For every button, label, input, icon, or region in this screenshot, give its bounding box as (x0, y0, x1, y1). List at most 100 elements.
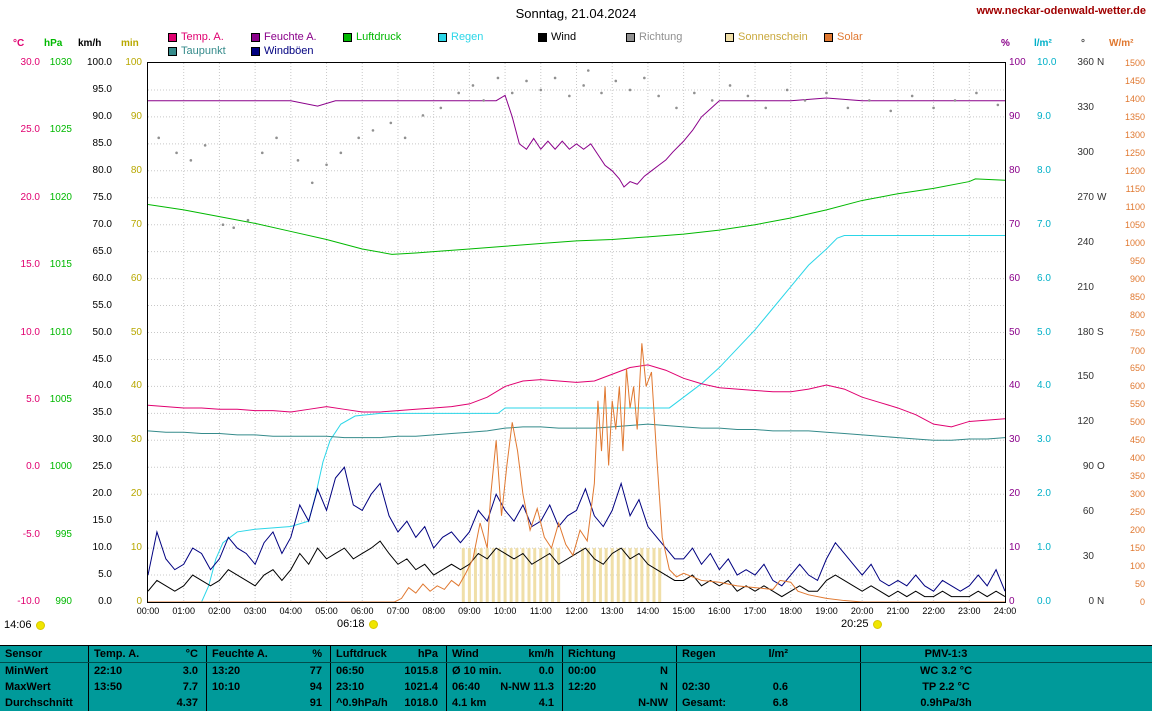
x-tick-label: 07:00 (386, 606, 410, 616)
x-tick-label: 12:00 (565, 606, 588, 616)
axis-header-wm2: W/m² (1109, 38, 1134, 49)
tick-label: 2.0 (1037, 488, 1051, 500)
tick-label: 50 (1009, 326, 1021, 338)
x-tick-label: 11:00 (529, 606, 552, 616)
row-label: Durchschnitt (5, 697, 73, 709)
x-tick-label: 10:00 (493, 606, 517, 616)
legend-item-sonnenschein: Sonnenschein (725, 31, 824, 43)
header-regen: Regen l/m² (676, 646, 860, 662)
t-deg: 360 N 330 300 270 W 240 210 180 S 150 120 90 O 60 30 0 N (1070, 58, 1110, 607)
tick-label: 1450 (1124, 76, 1145, 86)
tick-label: 15.0 (20, 259, 40, 271)
x-labels: 00:00 01:00 02:00 03:00 04:00 05:00 06:00 07:00… (137, 606, 1028, 618)
tick-label: 100 (1129, 561, 1145, 572)
tick-label: 50 (1134, 579, 1145, 589)
tick-label: 40 (1009, 380, 1021, 392)
tick-label: 70.0 (92, 218, 112, 230)
x-tick-label: 02:00 (208, 606, 231, 616)
tick-label: 30 (1009, 434, 1021, 446)
t-hpa: 1030 1025 1020 1015 1010 1005 1000 995 990 (42, 58, 72, 607)
tick-label: -5.0 (22, 528, 40, 540)
t-lm2: 10.0 9.0 8.0 7.0 6.0 5.0 4.0 3.0 2.0 1.0 0.0 (1037, 58, 1067, 607)
tick-label: 90 (1009, 110, 1021, 122)
sunrise-marker: 06:18 (337, 618, 378, 630)
tick-label: 1025 (49, 124, 72, 136)
x-tick-label: 21:00 (886, 606, 910, 616)
table-row-maxwert: MaxWert 13:50 7.7 10:10 94 23:10 1021.4 06:… (0, 679, 1152, 695)
tick-label: 700 (1129, 345, 1145, 356)
tick-label: 1200 (1124, 165, 1145, 176)
legend-label: Luftdruck (356, 31, 402, 43)
tick-label: 400 (1129, 453, 1145, 464)
plot-svg (148, 63, 1005, 602)
tick-label: 20.0 (20, 191, 40, 203)
tick-label: 55.0 (92, 299, 112, 311)
tick-label: 6.0 (1037, 272, 1051, 284)
tick-label: 20 (1009, 488, 1021, 500)
tick-label: 90.0 (92, 110, 112, 122)
tick-label: 450 (1129, 435, 1145, 446)
tick-label: 550 (1129, 399, 1145, 410)
tick-label: 1050 (1124, 219, 1145, 230)
header-richtung: Richtung (562, 646, 676, 662)
tick-label: 90 (130, 110, 142, 122)
legend-swatch (168, 46, 177, 56)
chart-plot-area (147, 62, 1006, 603)
tick-label: 1000 (49, 461, 72, 473)
tick-label: 360 N (1077, 57, 1105, 68)
tick-label: 150 (1129, 543, 1145, 554)
legend-swatch (626, 32, 635, 42)
legend-swatch (824, 32, 833, 42)
tick-label: -10.0 (17, 596, 40, 607)
tick-label: 45.0 (92, 353, 112, 365)
tick-label: 1400 (1124, 93, 1145, 104)
current-time-label: 14:06 (4, 619, 32, 631)
tick-label: 0.0 (1037, 596, 1051, 607)
tick-label: 1030 (49, 57, 72, 68)
axis-header-temp: °C (13, 38, 25, 49)
tick-label: 350 (1129, 471, 1145, 482)
tick-label: 0 (1139, 597, 1145, 607)
legend-swatch (538, 32, 547, 42)
tick-label: 330 (1077, 101, 1094, 113)
x-tick-label: 15:00 (672, 606, 695, 616)
tick-label: 30 (1082, 551, 1094, 563)
tick-label: 10 (1009, 542, 1021, 554)
legend-label: Taupunkt (181, 45, 226, 57)
current-time-marker: 14:06 (4, 619, 45, 631)
tick-label: 80 (1009, 164, 1021, 176)
legend-label: Temp. A. (181, 31, 224, 43)
legend-swatch (251, 46, 260, 56)
tick-label: 5.0 (26, 393, 40, 405)
tick-label: 60 (1009, 272, 1021, 284)
tick-label: 25.0 (20, 124, 40, 136)
tick-label: 200 (1129, 525, 1145, 536)
tick-label: 3.0 (1037, 434, 1051, 446)
site-link[interactable]: www.neckar-odenwald-wetter.de (976, 5, 1146, 17)
t-wm2: 1500 1450 1400 1350 1300 1250 1200 1150 1100 1050… (1112, 58, 1145, 607)
x-tick-label: 24:00 (993, 606, 1017, 616)
tick-label: 1010 (49, 326, 72, 338)
tick-label: 240 (1077, 236, 1094, 248)
tick-label: 25.0 (92, 461, 112, 473)
tick-label: 65.0 (92, 245, 112, 257)
axis-header-deg: ° (1081, 38, 1085, 49)
tick-label: 5.0 (98, 569, 112, 580)
legend-item-richtung: Richtung (626, 31, 725, 43)
header-wind: Wind km/h (446, 646, 562, 662)
tick-label: 0.0 (26, 461, 40, 473)
sun-icon (35, 620, 45, 630)
tick-label: 80 (130, 164, 142, 176)
x-tick-label: 22:00 (922, 606, 945, 616)
tick-label: 100.0 (86, 57, 112, 68)
tick-label: 60 (130, 272, 142, 284)
tick-label: 100 (125, 57, 142, 68)
tick-label: 4.0 (1037, 380, 1051, 392)
tick-label: 95.0 (92, 84, 112, 95)
legend-item-windb-en: Windböen (251, 45, 343, 57)
tick-label: 60.0 (92, 272, 112, 284)
tick-label: 850 (1129, 291, 1145, 302)
tick-label: 5.0 (1037, 326, 1051, 338)
tick-label: 40.0 (92, 380, 112, 392)
